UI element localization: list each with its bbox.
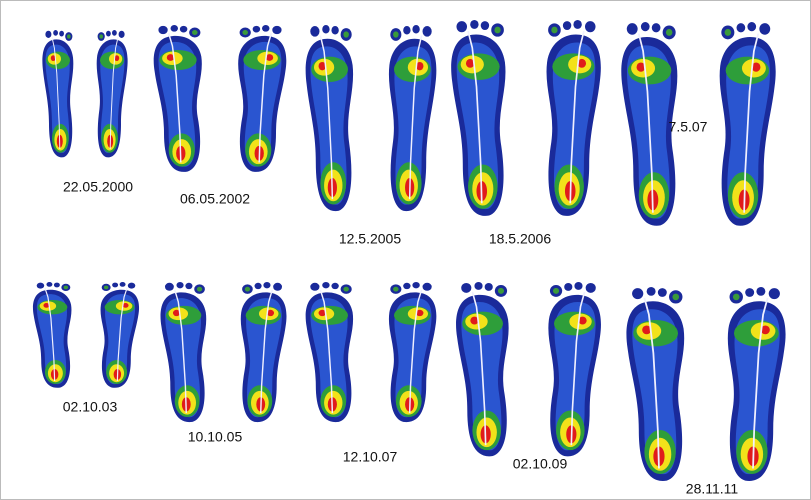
scan-date: 10.10.05 (188, 429, 243, 445)
page: 22.05.2000 06.05.2002 12.5.2005 18.5.2006 7.… (0, 0, 811, 500)
scan-date: 12.5.2005 (339, 231, 401, 247)
scan-date: 12.10.07 (343, 449, 398, 465)
scan-date: 18.5.2006 (489, 231, 551, 247)
scan-date: 02.10.03 (63, 399, 118, 415)
figure: 22.05.2000 06.05.2002 12.5.2005 18.5.2006 7.… (0, 0, 811, 500)
scan-date: 02.10.09 (513, 456, 568, 472)
scan-date: 28.11.11 (686, 481, 739, 497)
scan-date: 7.5.07 (669, 119, 708, 135)
scan-date: 06.05.2002 (180, 191, 250, 207)
scan-date: 22.05.2000 (63, 179, 133, 195)
